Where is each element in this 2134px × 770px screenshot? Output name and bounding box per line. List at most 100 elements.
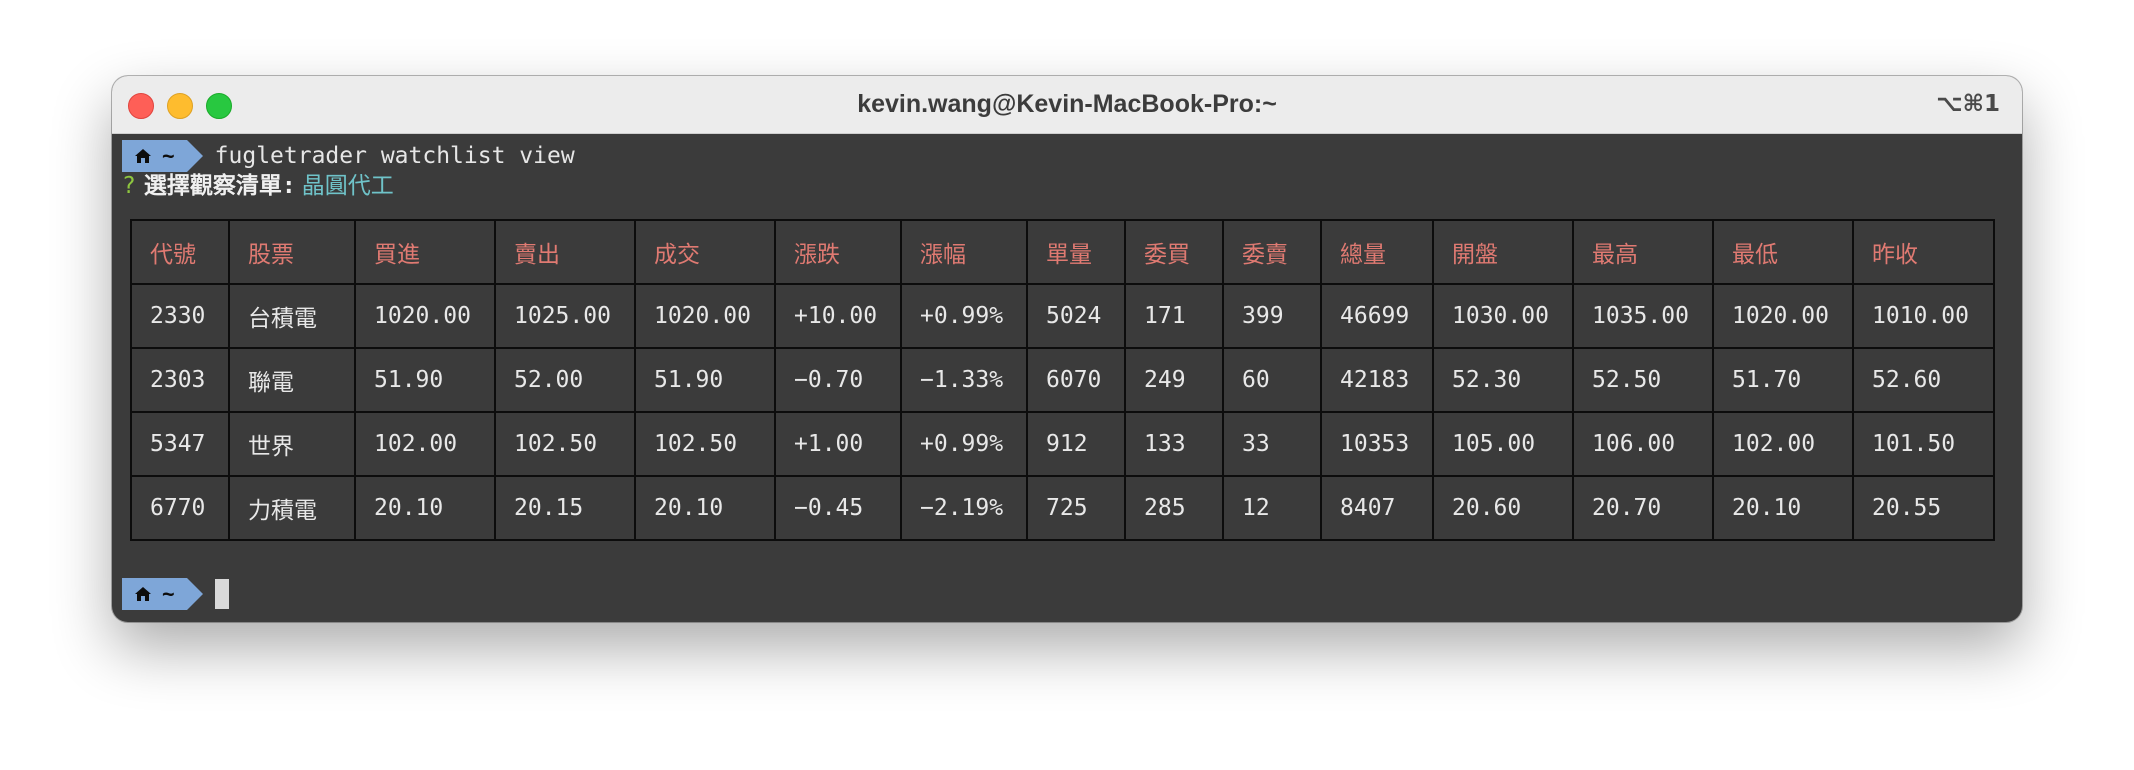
column-header: 委買 (1124, 219, 1224, 285)
table-cell: 10353 (1320, 411, 1434, 477)
table-cell: 102.50 (634, 411, 776, 477)
prompt-directory: ~ (162, 582, 175, 606)
table-row: 5347 世界 102.00 102.50 102.50 +1.00 +0.99… (130, 411, 1995, 477)
column-header: 最低 (1712, 219, 1854, 285)
terminal-window: kevin.wang@Kevin-MacBook-Pro:~ ⌥⌘1 ~ fug… (112, 76, 2022, 622)
table-cell: 2330 (130, 283, 230, 349)
table-cell: 102.50 (494, 411, 636, 477)
table-cell: 52.60 (1852, 347, 1995, 413)
table-cell: 51.90 (634, 347, 776, 413)
table-cell: 912 (1026, 411, 1126, 477)
selected-watchlist: 晶圓代工 (301, 173, 394, 199)
table-cell: +0.99% (900, 283, 1028, 349)
prompt-badge: ~ (122, 140, 203, 172)
table-cell: −0.70 (774, 347, 902, 413)
table-cell: 世界 (228, 411, 356, 477)
watchlist-table: 代號 股票 買進 賣出 成交 漲跌 漲幅 單量 委買 委賣 總量 開盤 最高 最… (130, 219, 1995, 541)
table-cell: 249 (1124, 347, 1224, 413)
table-cell: 20.10 (1712, 475, 1854, 541)
column-header: 股票 (228, 219, 356, 285)
command-text: fugletrader watchlist view (214, 143, 575, 169)
prompt-directory: ~ (162, 144, 175, 168)
column-header: 成交 (634, 219, 776, 285)
table-cell: 6770 (130, 475, 230, 541)
table-cell: 20.70 (1572, 475, 1714, 541)
table-cell: −1.33% (900, 347, 1028, 413)
table-cell: 20.55 (1852, 475, 1995, 541)
table-cell: 8407 (1320, 475, 1434, 541)
column-header: 最高 (1572, 219, 1714, 285)
table-cell: 285 (1124, 475, 1224, 541)
column-header: 委賣 (1222, 219, 1322, 285)
table-cell: 1020.00 (1712, 283, 1854, 349)
table-cell: +0.99% (900, 411, 1028, 477)
table-row: 2330 台積電 1020.00 1025.00 1020.00 +10.00 … (130, 283, 1995, 349)
table-cell: 171 (1124, 283, 1224, 349)
table-cell: 20.10 (634, 475, 776, 541)
question-label: 選擇觀察清單: (143, 173, 296, 199)
table-cell: 1025.00 (494, 283, 636, 349)
column-header: 漲跌 (774, 219, 902, 285)
table-cell: 20.60 (1432, 475, 1574, 541)
table-cell: 51.70 (1712, 347, 1854, 413)
window-shortcut: ⌥⌘1 (1936, 91, 2000, 117)
table-cell: −0.45 (774, 475, 902, 541)
table-cell: 105.00 (1432, 411, 1574, 477)
table-cell: 725 (1026, 475, 1126, 541)
table-cell: 399 (1222, 283, 1322, 349)
table-cell: 51.90 (354, 347, 496, 413)
column-header: 總量 (1320, 219, 1434, 285)
table-cell: 12 (1222, 475, 1322, 541)
home-icon (135, 149, 151, 163)
table-cell: 52.00 (494, 347, 636, 413)
table-cell: 1020.00 (354, 283, 496, 349)
table-cell: 台積電 (228, 283, 356, 349)
table-cell: +10.00 (774, 283, 902, 349)
table-cell: −2.19% (900, 475, 1028, 541)
table-cell: 33 (1222, 411, 1322, 477)
close-button[interactable] (128, 93, 154, 119)
table-cell: 102.00 (1712, 411, 1854, 477)
table-cell: 20.15 (494, 475, 636, 541)
column-header: 單量 (1026, 219, 1126, 285)
table-row: 2303 聯電 51.90 52.00 51.90 −0.70 −1.33% 6… (130, 347, 1995, 413)
table-cell: 46699 (1320, 283, 1434, 349)
zoom-button[interactable] (206, 93, 232, 119)
table-cell: 42183 (1320, 347, 1434, 413)
table-cell: 1020.00 (634, 283, 776, 349)
table-cell: 5347 (130, 411, 230, 477)
table-header-row: 代號 股票 買進 賣出 成交 漲跌 漲幅 單量 委買 委賣 總量 開盤 最高 最… (130, 219, 1995, 285)
question-mark: ? (122, 173, 136, 199)
window-title: kevin.wang@Kevin-MacBook-Pro:~ (857, 90, 1277, 118)
table-cell: 1035.00 (1572, 283, 1714, 349)
table-cell: 52.50 (1572, 347, 1714, 413)
column-header: 買進 (354, 219, 496, 285)
table-cell: 101.50 (1852, 411, 1995, 477)
title-bar[interactable]: kevin.wang@Kevin-MacBook-Pro:~ ⌥⌘1 (112, 76, 2022, 134)
table-cell: 5024 (1026, 283, 1126, 349)
column-header: 賣出 (494, 219, 636, 285)
table-cell: 60 (1222, 347, 1322, 413)
column-header: 昨收 (1852, 219, 1995, 285)
input-line[interactable]: ~ (122, 578, 229, 610)
column-header: 漲幅 (900, 219, 1028, 285)
table-cell: +1.00 (774, 411, 902, 477)
text-cursor[interactable] (214, 579, 229, 609)
table-cell: 52.30 (1432, 347, 1574, 413)
watchlist-question: ? 選擇觀察清單: 晶圓代工 (122, 171, 394, 201)
table-row: 6770 力積電 20.10 20.15 20.10 −0.45 −2.19% … (130, 475, 1995, 541)
prompt-badge: ~ (122, 578, 203, 610)
minimize-button[interactable] (167, 93, 193, 119)
table-cell: 102.00 (354, 411, 496, 477)
home-icon (135, 587, 151, 601)
table-cell: 力積電 (228, 475, 356, 541)
terminal-content[interactable]: ~ fugletrader watchlist view ? 選擇觀察清單: 晶圓代… (112, 134, 2022, 622)
table-cell: 聯電 (228, 347, 356, 413)
table-cell: 2303 (130, 347, 230, 413)
table-cell: 1010.00 (1852, 283, 1995, 349)
table-cell: 20.10 (354, 475, 496, 541)
table-cell: 133 (1124, 411, 1224, 477)
table-cell: 1030.00 (1432, 283, 1574, 349)
column-header: 開盤 (1432, 219, 1574, 285)
table-cell: 106.00 (1572, 411, 1714, 477)
